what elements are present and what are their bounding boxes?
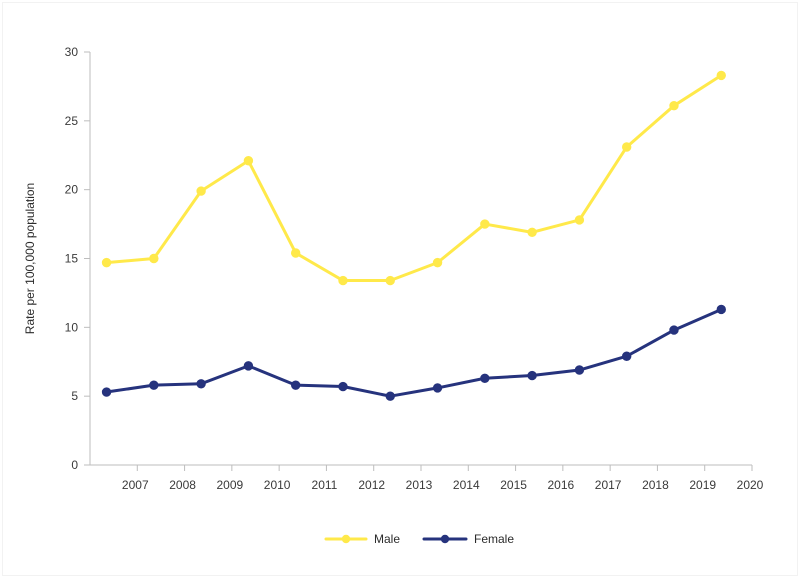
series-male bbox=[101, 70, 726, 286]
data-point-male bbox=[149, 253, 159, 264]
legend-marker-male bbox=[341, 534, 351, 544]
x-tick-label: 2013 bbox=[406, 478, 433, 492]
x-tick-label: 2017 bbox=[595, 478, 622, 492]
y-tick-label: 25 bbox=[65, 114, 79, 128]
legend-label-male: Male bbox=[374, 532, 400, 546]
x-tick-label: 2015 bbox=[500, 478, 527, 492]
axes: 0 5 10 15 20 25 30 2007 2008 2009 2010 2011 2012 2013… bbox=[65, 45, 764, 492]
data-point-male bbox=[101, 257, 112, 268]
data-point-female bbox=[101, 387, 112, 397]
y-axis-title: Rate per 100,000 population bbox=[23, 183, 37, 334]
x-tick-label: 2010 bbox=[264, 478, 291, 492]
data-point-male bbox=[621, 142, 632, 152]
series-female bbox=[101, 304, 726, 401]
legend-label-female: Female bbox=[474, 532, 514, 546]
data-point-male bbox=[574, 215, 585, 225]
x-tick-label: 2016 bbox=[548, 478, 575, 492]
data-point-female bbox=[385, 391, 395, 401]
x-tick-label: 2018 bbox=[642, 478, 669, 492]
y-tick-label: 20 bbox=[65, 183, 79, 197]
x-tick-label: 2020 bbox=[737, 478, 764, 492]
data-point-male bbox=[196, 186, 206, 196]
x-tick-label: 2012 bbox=[358, 478, 385, 492]
series-line-female bbox=[105, 307, 723, 398]
data-point-female bbox=[149, 380, 159, 390]
data-point-female bbox=[290, 380, 301, 390]
data-point-female bbox=[527, 370, 537, 381]
data-point-male bbox=[338, 275, 348, 286]
x-tick-label: 2009 bbox=[217, 478, 244, 492]
series-line-male bbox=[105, 73, 723, 283]
data-point-female bbox=[243, 361, 254, 371]
x-tick-label: 2007 bbox=[122, 478, 149, 492]
series-layer bbox=[101, 70, 726, 401]
axis-labels: Rate per 100,000 population bbox=[23, 183, 37, 334]
data-point-female bbox=[621, 351, 632, 361]
x-tick-label: 2011 bbox=[312, 478, 338, 492]
y-tick-label: 30 bbox=[65, 45, 79, 59]
data-point-male bbox=[432, 257, 443, 268]
data-point-female bbox=[669, 325, 679, 335]
data-point-female bbox=[196, 379, 206, 389]
data-point-female bbox=[432, 383, 443, 393]
y-tick-label: 15 bbox=[65, 252, 79, 266]
x-tick-label: 2019 bbox=[689, 478, 716, 492]
data-point-male bbox=[669, 100, 679, 111]
legend-item-male: Male bbox=[324, 532, 400, 546]
data-point-male bbox=[527, 227, 537, 238]
y-tick-label: 5 bbox=[71, 389, 78, 403]
data-point-male bbox=[243, 156, 254, 166]
legend: Male Female bbox=[324, 532, 514, 546]
data-point-male bbox=[385, 275, 395, 286]
y-tick-label: 0 bbox=[71, 458, 78, 472]
x-tick-label: 2008 bbox=[169, 478, 196, 492]
legend-item-female: Female bbox=[422, 532, 514, 546]
data-point-female bbox=[716, 304, 726, 315]
data-point-female bbox=[338, 381, 348, 392]
data-point-female bbox=[480, 373, 490, 383]
data-point-male bbox=[290, 248, 301, 258]
legend-marker-female bbox=[440, 534, 450, 544]
y-tick-label: 10 bbox=[65, 320, 79, 334]
data-point-male bbox=[480, 219, 490, 229]
data-point-female bbox=[574, 365, 585, 375]
x-tick-label: 2014 bbox=[453, 478, 480, 492]
data-point-male bbox=[716, 70, 726, 81]
